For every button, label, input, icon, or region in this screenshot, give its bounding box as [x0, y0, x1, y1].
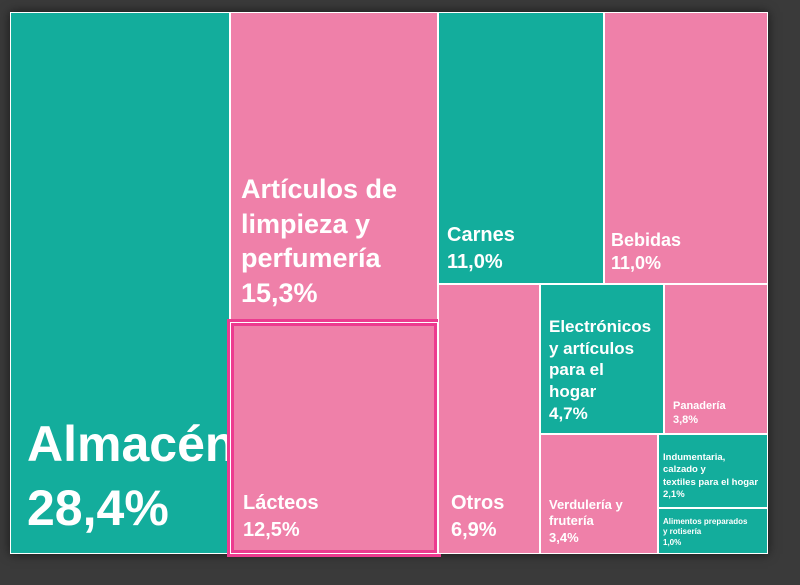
treemap-label: Almacén — [27, 416, 230, 472]
treemap-label: Otros — [451, 492, 505, 515]
treemap-value: 11,0% — [611, 252, 662, 273]
treemap-label: Bebidas — [611, 229, 682, 250]
treemap-chart: Almacén 28,4% Artículos de limpieza y perf… — [10, 12, 768, 557]
treemap-cell-4: Bebidas 11,0% — [604, 12, 768, 284]
treemap-value: 4,7% — [549, 403, 588, 423]
treemap-cell-7: Panadería 3,8% — [664, 284, 768, 434]
treemap-cell-8: Verdulería y frutería 3,4% — [540, 434, 658, 554]
treemap-value: 3,8% — [673, 413, 699, 426]
treemap-label: Carnes — [447, 224, 515, 247]
treemap-cell-6: Electrónicos y artículos para el hogar 4,… — [540, 284, 664, 434]
treemap-cell-1: Artículos de limpieza y perfumería 15,3% — [230, 12, 438, 322]
treemap-value: 2,1% — [663, 488, 685, 500]
treemap-cell-3: Carnes 11,0% — [438, 12, 604, 284]
treemap-value: 6,9% — [451, 519, 497, 541]
treemap-label: Indumentaria, calzado y textiles para el… — [663, 452, 759, 488]
treemap-label: Panadería — [673, 399, 726, 412]
treemap-cell-5: Otros 6,9% — [438, 284, 540, 554]
treemap-value: 28,4% — [27, 480, 169, 536]
treemap-cell-0: Almacén 28,4% — [10, 12, 230, 554]
treemap-label: Lácteos — [243, 492, 319, 515]
treemap-cell-10: Alimentos preparados y rotisería 1,0% — [658, 508, 768, 554]
treemap-cell-9: Indumentaria, calzado y textiles para el… — [658, 434, 768, 508]
treemap-cell-2: Lácteos 12,5% — [227, 319, 441, 557]
treemap-value: 11,0% — [447, 251, 503, 273]
treemap-label: Artículos de limpieza y perfumería — [241, 174, 398, 274]
treemap-value: 15,3% — [241, 277, 318, 308]
treemap-value: 3,4% — [549, 530, 579, 546]
treemap-label: Electrónicos y artículos para el hogar — [549, 316, 652, 402]
treemap-label: Verdulería y frutería — [549, 496, 623, 529]
treemap-value: 1,0% — [663, 537, 682, 547]
treemap-label: Alimentos preparados y rotisería — [663, 517, 748, 537]
treemap-value: 12,5% — [243, 519, 300, 541]
